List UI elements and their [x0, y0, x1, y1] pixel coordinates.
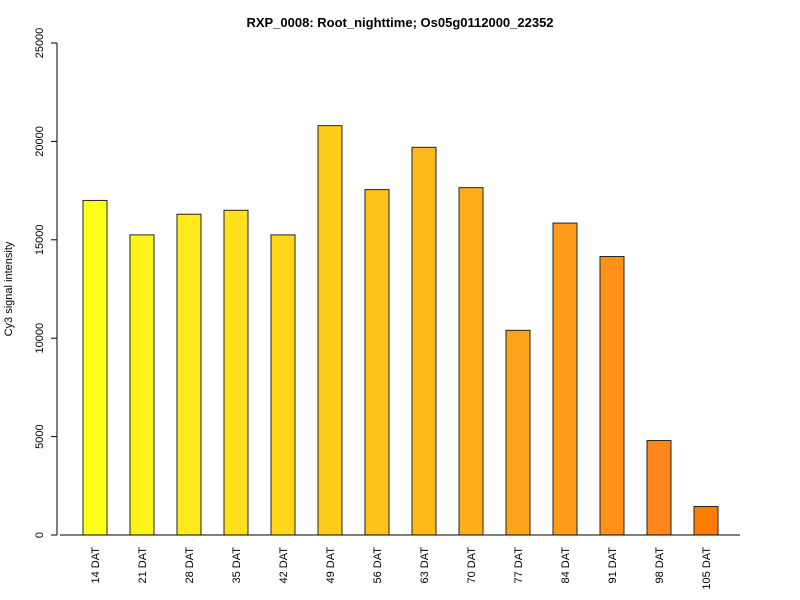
x-tick-label-49-dat: 49 DAT: [325, 547, 337, 584]
y-axis-label: Cy3 signal intensity: [3, 241, 15, 336]
y-tick-label-15000: 15000: [34, 225, 46, 256]
x-tick-label-63-dat: 63 DAT: [419, 547, 431, 584]
x-tick-label-98-dat: 98 DAT: [654, 547, 666, 584]
bar-63-dat: [411, 146, 437, 536]
y-tick-label-0: 0: [34, 532, 46, 538]
y-axis: 0 5000 10000 15000 20000 25000: [34, 28, 58, 538]
bar-42-dat: [270, 234, 296, 536]
y-tick-label-25000: 25000: [34, 28, 46, 59]
bar-105-dat: [693, 505, 719, 536]
bar-28-dat: [176, 213, 202, 536]
x-tick-label-35-dat: 35 DAT: [231, 547, 243, 584]
y-tick-label-20000: 20000: [34, 126, 46, 157]
x-tick-label-28-dat: 28 DAT: [184, 547, 196, 584]
x-tick-label-21-dat: 21 DAT: [137, 547, 149, 584]
bar-91-dat: [599, 256, 625, 536]
bars-group: [82, 125, 719, 536]
bar-49-dat: [317, 125, 343, 536]
bar-56-dat: [364, 189, 390, 536]
bar-21-dat: [129, 234, 155, 536]
x-tick-label-70-dat: 70 DAT: [466, 547, 478, 584]
bar-70-dat: [458, 187, 484, 536]
bar-14-dat: [82, 199, 108, 536]
y-tick-label-5000: 5000: [34, 424, 46, 448]
x-tick-label-42-dat: 42 DAT: [278, 547, 290, 584]
x-tick-labels: 14 DAT 21 DAT 28 DAT 35 DAT 42 DAT 49 DAT 56 D…: [90, 547, 713, 590]
y-tick-label-10000: 10000: [34, 323, 46, 354]
x-tick-label-105-dat: 105 DAT: [701, 547, 713, 590]
x-tick-label-14-dat: 14 DAT: [90, 547, 102, 584]
x-tick-label-91-dat: 91 DAT: [607, 547, 619, 584]
bar-77-dat: [505, 329, 531, 536]
bar-98-dat: [646, 440, 672, 536]
bar-35-dat: [223, 209, 249, 536]
x-tick-label-84-dat: 84 DAT: [560, 547, 572, 584]
chart-title: RXP_0008: Root_nighttime; Os05g0112000_2…: [246, 15, 553, 30]
bar-84-dat: [552, 222, 578, 536]
x-tick-label-56-dat: 56 DAT: [372, 547, 384, 584]
x-tick-label-77-dat: 77 DAT: [513, 547, 525, 584]
